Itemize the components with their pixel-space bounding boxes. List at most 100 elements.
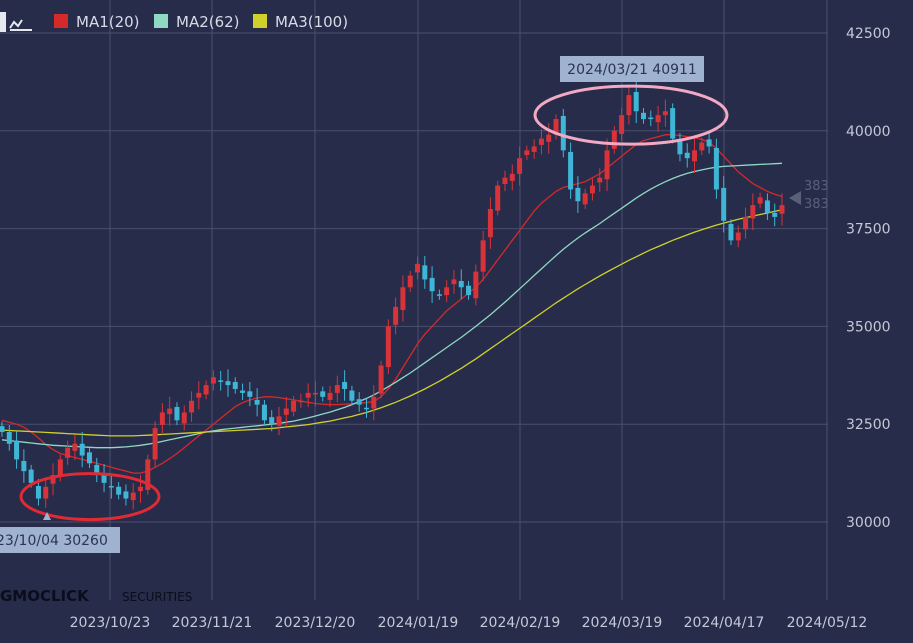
candle[interactable] <box>553 114 559 140</box>
candle[interactable] <box>713 138 719 199</box>
candle[interactable] <box>444 280 450 303</box>
candle[interactable] <box>14 431 20 469</box>
candle[interactable] <box>692 138 698 174</box>
candle[interactable] <box>662 99 668 127</box>
candle[interactable] <box>684 143 690 168</box>
candle[interactable] <box>101 464 107 493</box>
candle[interactable] <box>0 421 5 437</box>
candle[interactable] <box>167 396 173 426</box>
candle[interactable] <box>670 103 676 144</box>
candle[interactable] <box>750 193 756 231</box>
candle[interactable] <box>480 230 486 282</box>
candle[interactable] <box>429 266 435 303</box>
candle[interactable] <box>677 133 683 162</box>
candle[interactable] <box>568 142 574 199</box>
candle[interactable] <box>145 454 151 495</box>
candle[interactable] <box>203 380 209 400</box>
candle[interactable] <box>458 269 464 300</box>
candle[interactable] <box>320 386 326 402</box>
candle[interactable] <box>305 383 311 407</box>
candle[interactable] <box>159 403 165 435</box>
candle[interactable] <box>582 188 588 210</box>
candle[interactable] <box>560 108 566 158</box>
candle[interactable] <box>312 381 318 407</box>
candle[interactable] <box>94 457 100 483</box>
candle[interactable] <box>108 474 114 499</box>
candle[interactable] <box>6 424 12 451</box>
candle[interactable] <box>130 483 136 510</box>
candle[interactable] <box>509 164 515 191</box>
candle[interactable] <box>349 385 355 406</box>
candle[interactable] <box>436 289 442 300</box>
candle[interactable] <box>218 370 224 391</box>
candle[interactable] <box>728 219 734 246</box>
candle[interactable] <box>640 108 646 124</box>
candle[interactable] <box>342 370 348 401</box>
candle[interactable] <box>116 482 122 500</box>
candle[interactable] <box>378 360 384 399</box>
candle[interactable] <box>466 281 472 300</box>
candle[interactable] <box>79 432 85 468</box>
candle[interactable] <box>611 126 617 154</box>
legend-tool-icon[interactable] <box>0 12 32 32</box>
candle[interactable] <box>706 132 712 154</box>
candle[interactable] <box>152 421 158 467</box>
candle[interactable] <box>648 110 654 127</box>
candle[interactable] <box>589 178 595 201</box>
candle[interactable] <box>72 434 78 461</box>
candle[interactable] <box>291 396 297 417</box>
candle[interactable] <box>772 203 778 227</box>
candle[interactable] <box>699 137 705 156</box>
candle[interactable] <box>196 381 202 410</box>
candle[interactable] <box>517 146 523 186</box>
candle[interactable] <box>735 225 741 248</box>
candle[interactable] <box>385 319 391 375</box>
candle[interactable] <box>123 484 129 506</box>
candle[interactable] <box>356 392 362 412</box>
candle[interactable] <box>371 385 377 421</box>
candle[interactable] <box>743 207 749 239</box>
candle[interactable] <box>626 85 632 125</box>
candle[interactable] <box>575 176 581 213</box>
candle[interactable] <box>538 129 544 155</box>
candle[interactable] <box>487 197 493 249</box>
candle[interactable] <box>21 449 27 483</box>
candle[interactable] <box>276 406 282 436</box>
candle[interactable] <box>779 193 785 226</box>
candle[interactable] <box>721 176 727 233</box>
candle[interactable] <box>254 388 260 417</box>
candle[interactable] <box>757 192 763 209</box>
candle[interactable] <box>407 270 413 292</box>
candle[interactable] <box>451 270 457 294</box>
candle[interactable] <box>174 402 180 425</box>
candle[interactable] <box>546 122 552 154</box>
candle[interactable] <box>327 385 333 407</box>
candle[interactable] <box>247 381 253 407</box>
candlesticks[interactable] <box>0 80 785 510</box>
candle[interactable] <box>86 447 92 469</box>
candle[interactable] <box>269 410 275 432</box>
candle[interactable] <box>240 383 246 400</box>
candle[interactable] <box>189 391 195 422</box>
candle[interactable] <box>415 256 421 280</box>
candle[interactable] <box>35 478 41 506</box>
candle[interactable] <box>422 255 428 289</box>
candle[interactable] <box>764 193 770 220</box>
candle[interactable] <box>400 275 406 322</box>
candle[interactable] <box>597 168 603 192</box>
candle[interactable] <box>524 145 530 160</box>
candle[interactable] <box>393 297 399 335</box>
candle[interactable] <box>655 105 661 132</box>
candle[interactable] <box>604 138 610 192</box>
candle[interactable] <box>43 477 49 508</box>
candle[interactable] <box>232 377 238 394</box>
candle[interactable] <box>298 393 304 408</box>
candle[interactable] <box>210 370 216 391</box>
candle[interactable] <box>181 405 187 431</box>
candle[interactable] <box>502 170 508 192</box>
candle[interactable] <box>334 375 340 403</box>
candle[interactable] <box>363 398 369 418</box>
candle[interactable] <box>225 369 231 397</box>
candle[interactable] <box>65 440 71 465</box>
